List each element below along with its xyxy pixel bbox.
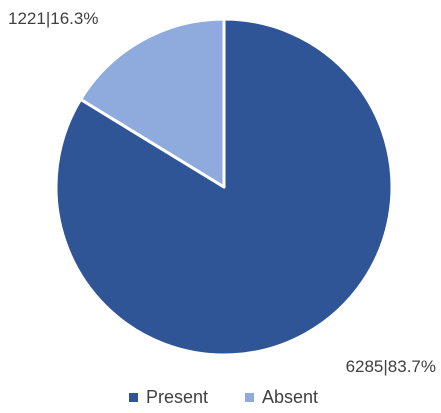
legend-swatch-absent <box>245 393 254 402</box>
data-label-present: 6285|83.7% <box>346 357 436 376</box>
legend-label-present: Present <box>146 387 208 407</box>
legend-label-absent: Absent <box>262 387 318 407</box>
pie-slices <box>54 17 394 357</box>
legend: Present Absent <box>129 387 318 407</box>
data-label-absent: 1221|16.3% <box>8 9 98 28</box>
pie-slice-absent <box>79 17 226 189</box>
legend-swatch-present <box>129 393 138 402</box>
